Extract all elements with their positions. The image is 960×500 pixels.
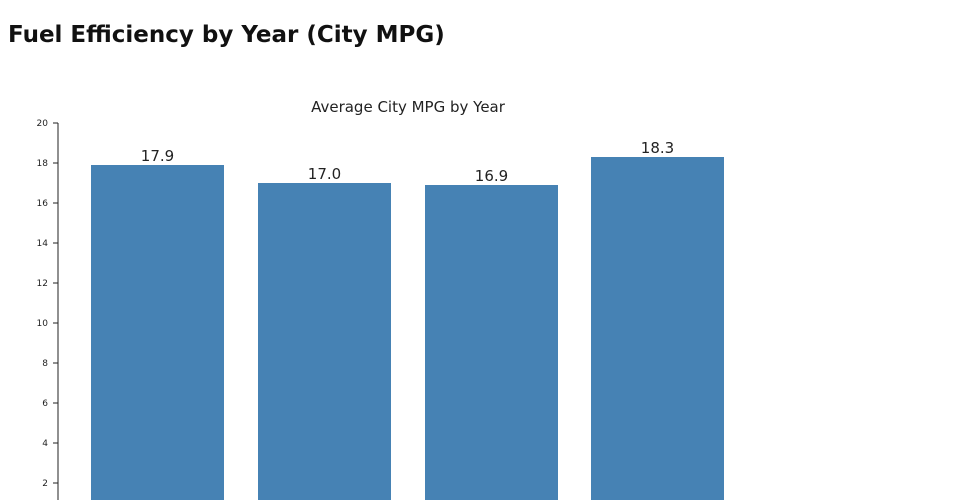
bars-group xyxy=(91,157,724,500)
y-tick-label: 20 xyxy=(37,119,49,129)
y-tick-label: 16 xyxy=(37,199,49,209)
bar-value-label: 17.0 xyxy=(308,165,341,183)
y-tick-label: 8 xyxy=(42,359,48,369)
chart-title: Average City MPG by Year xyxy=(311,98,506,116)
y-tick-label: 6 xyxy=(42,399,48,409)
bar-value-label: 18.3 xyxy=(641,139,674,157)
bar-value-label: 16.9 xyxy=(475,167,508,185)
y-tick-label: 2 xyxy=(42,479,48,489)
data-labels-group: 17.9 17.0 16.9 18.3 xyxy=(141,139,674,185)
bar xyxy=(258,183,391,500)
y-tick-label: 4 xyxy=(42,439,48,449)
bar xyxy=(425,185,558,500)
y-tick-label: 12 xyxy=(37,279,48,289)
bar xyxy=(591,157,724,500)
bar xyxy=(91,165,224,500)
y-tick-label: 10 xyxy=(37,319,49,329)
bar-value-label: 17.9 xyxy=(141,147,174,165)
y-tick-label: 18 xyxy=(37,159,49,169)
page-title: Fuel Efficiency by Year (City MPG) xyxy=(8,22,445,48)
y-tick-label: 14 xyxy=(37,239,49,249)
y-axis: 2 4 6 8 10 12 14 16 18 20 xyxy=(37,119,59,500)
